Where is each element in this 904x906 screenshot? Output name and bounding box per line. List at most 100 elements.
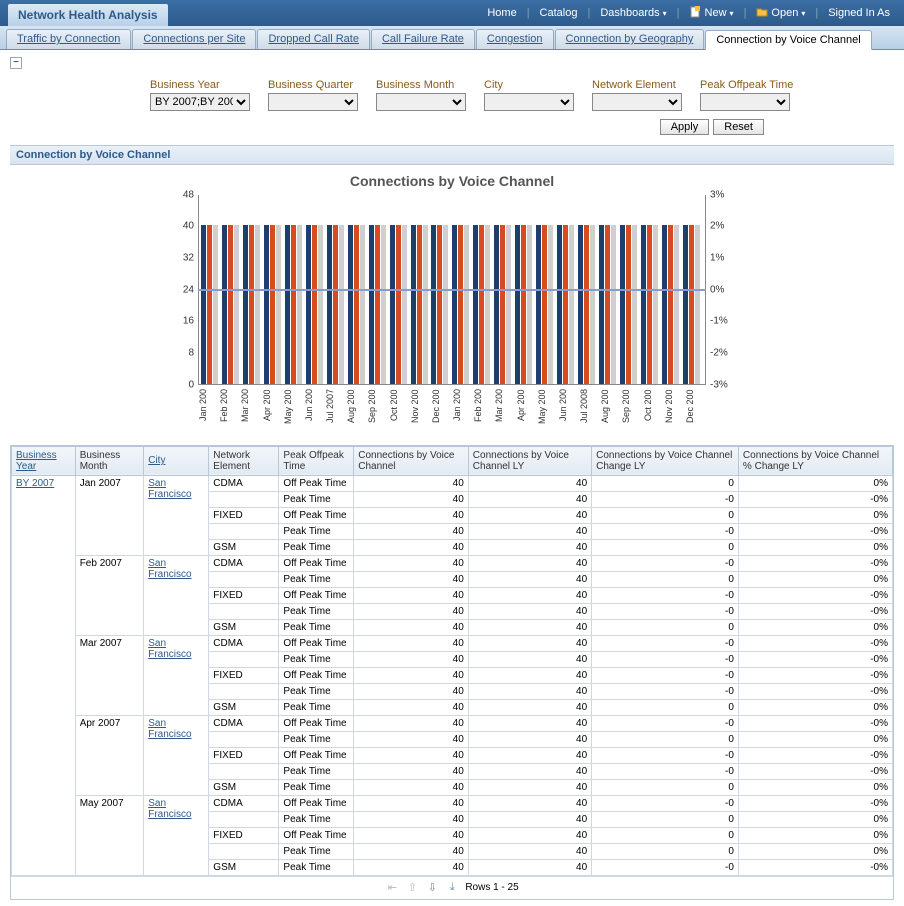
- cell-city[interactable]: San Francisco: [144, 795, 209, 875]
- cell-ch: -0: [592, 587, 739, 603]
- nav-open[interactable]: Open▾: [750, 6, 811, 21]
- cell-ne: FIXED: [209, 667, 279, 683]
- cell-time: Peak Time: [279, 571, 354, 587]
- tab-3[interactable]: Call Failure Rate: [371, 29, 475, 49]
- cell-year[interactable]: BY 2007: [12, 475, 76, 875]
- nav-signedin[interactable]: Signed In As: [822, 7, 896, 19]
- cell-ne: CDMA: [209, 635, 279, 651]
- cell-ne: [209, 731, 279, 747]
- apply-button[interactable]: Apply: [660, 119, 710, 135]
- table-row: Mar 2007San FranciscoCDMAOff Peak Time40…: [12, 635, 893, 651]
- cell-pc: -0%: [738, 523, 892, 539]
- cell-city[interactable]: San Francisco: [144, 555, 209, 635]
- tab-6[interactable]: Connection by Voice Channel: [705, 30, 871, 50]
- cell-c: 40: [354, 571, 469, 587]
- cell-c: 40: [354, 779, 469, 795]
- cell-c: 40: [354, 507, 469, 523]
- filter-ne-select[interactable]: [592, 93, 682, 111]
- filter-label-city: City: [484, 79, 574, 91]
- cell-c: 40: [354, 715, 469, 731]
- filter-city-select[interactable]: [484, 93, 574, 111]
- cell-ly: 40: [468, 859, 591, 875]
- cell-c: 40: [354, 731, 469, 747]
- cell-time: Peak Time: [279, 779, 354, 795]
- cell-ch: -0: [592, 763, 739, 779]
- cell-time: Peak Time: [279, 491, 354, 507]
- tab-4[interactable]: Congestion: [476, 29, 554, 49]
- cell-ly: 40: [468, 763, 591, 779]
- cell-ch: -0: [592, 683, 739, 699]
- pager-text: Rows 1 - 25: [465, 882, 518, 893]
- tab-2[interactable]: Dropped Call Rate: [257, 29, 370, 49]
- filter-quarter-select[interactable]: [268, 93, 358, 111]
- chart-container: Connections by Voice Channel 08162432404…: [10, 173, 894, 435]
- cell-ne: FIXED: [209, 507, 279, 523]
- cell-ne: [209, 523, 279, 539]
- nav-catalog[interactable]: Catalog: [534, 7, 584, 19]
- cell-ly: 40: [468, 475, 591, 491]
- cell-ch: -0: [592, 859, 739, 875]
- chart-x-labels: Jan 200Feb 200Mar 200Apr 200May 200Jun 2…: [198, 389, 706, 433]
- cell-city[interactable]: San Francisco: [144, 715, 209, 795]
- cell-c: 40: [354, 747, 469, 763]
- data-table: Business YearBusiness MonthCityNetwork E…: [11, 446, 893, 876]
- cell-time: Peak Time: [279, 523, 354, 539]
- cell-c: 40: [354, 699, 469, 715]
- filter-month-select[interactable]: [376, 93, 466, 111]
- pager-last-icon[interactable]: ⤓: [445, 881, 459, 895]
- cell-ne: [209, 763, 279, 779]
- cell-ch: -0: [592, 491, 739, 507]
- cell-c: 40: [354, 859, 469, 875]
- cell-ly: 40: [468, 571, 591, 587]
- cell-c: 40: [354, 555, 469, 571]
- collapse-toggle[interactable]: −: [10, 57, 22, 69]
- cell-pc: 0%: [738, 507, 892, 523]
- col-header-0[interactable]: Business Year: [12, 446, 76, 475]
- cell-ch: -0: [592, 667, 739, 683]
- cell-c: 40: [354, 539, 469, 555]
- cell-c: 40: [354, 811, 469, 827]
- table-row: Feb 2007San FranciscoCDMAOff Peak Time40…: [12, 555, 893, 571]
- tab-0[interactable]: Traffic by Connection: [6, 29, 131, 49]
- cell-ch: 0: [592, 827, 739, 843]
- cell-ly: 40: [468, 683, 591, 699]
- nav-dashboards[interactable]: Dashboards▾: [594, 7, 672, 19]
- cell-pc: -0%: [738, 587, 892, 603]
- cell-ch: 0: [592, 779, 739, 795]
- cell-pc: -0%: [738, 859, 892, 875]
- cell-city[interactable]: San Francisco: [144, 475, 209, 555]
- cell-ch: -0: [592, 523, 739, 539]
- nav-new[interactable]: New▾: [684, 6, 740, 21]
- reset-button[interactable]: Reset: [713, 119, 764, 135]
- cell-time: Peak Time: [279, 811, 354, 827]
- cell-ly: 40: [468, 619, 591, 635]
- cell-c: 40: [354, 843, 469, 859]
- chart-title: Connections by Voice Channel: [350, 173, 554, 189]
- cell-ly: 40: [468, 779, 591, 795]
- filter-peak-select[interactable]: [700, 93, 790, 111]
- cell-c: 40: [354, 475, 469, 491]
- tab-5[interactable]: Connection by Geography: [555, 29, 705, 49]
- tab-1[interactable]: Connections per Site: [132, 29, 256, 49]
- cell-ly: 40: [468, 715, 591, 731]
- page-title: Network Health Analysis: [8, 4, 168, 26]
- cell-ch: 0: [592, 619, 739, 635]
- cell-c: 40: [354, 795, 469, 811]
- cell-month: Feb 2007: [75, 555, 144, 635]
- cell-pc: -0%: [738, 747, 892, 763]
- nav-home[interactable]: Home: [481, 7, 522, 19]
- chart-y-axis: 081624324048: [172, 195, 196, 385]
- col-header-2[interactable]: City: [144, 446, 209, 475]
- cell-ly: 40: [468, 507, 591, 523]
- cell-ch: -0: [592, 747, 739, 763]
- filter-year-select[interactable]: BY 2007;BY 200: [150, 93, 250, 111]
- cell-time: Off Peak Time: [279, 795, 354, 811]
- cell-time: Peak Time: [279, 619, 354, 635]
- cell-pc: -0%: [738, 635, 892, 651]
- pager-next-icon[interactable]: ⇩: [425, 881, 439, 895]
- cell-time: Peak Time: [279, 843, 354, 859]
- cell-ne: GSM: [209, 779, 279, 795]
- cell-city[interactable]: San Francisco: [144, 635, 209, 715]
- cell-time: Off Peak Time: [279, 587, 354, 603]
- section-header: Connection by Voice Channel: [10, 145, 894, 165]
